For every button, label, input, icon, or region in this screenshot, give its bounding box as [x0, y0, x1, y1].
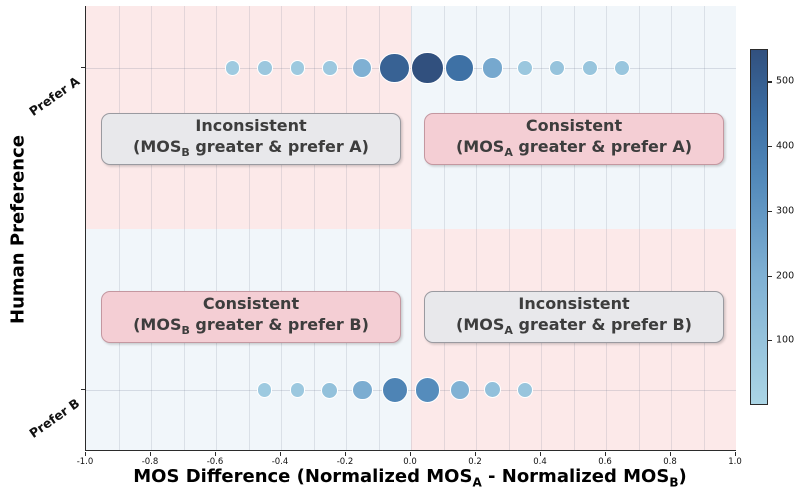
y-tick-label-prefer-b: Prefer B	[26, 395, 83, 441]
vertical-gridline	[476, 6, 477, 450]
x-tick-label: 0.0	[403, 457, 417, 467]
colorbar-tick-label: 200	[776, 270, 795, 281]
x-tick-mark	[150, 452, 152, 456]
data-bubble	[224, 60, 240, 76]
vertical-gridline	[411, 6, 412, 450]
vertical-gridline	[216, 6, 217, 450]
plot-area: Inconsistent (MOSB greater & prefer A) C…	[85, 6, 736, 451]
x-tick-mark	[215, 452, 217, 456]
data-bubble	[549, 59, 566, 77]
x-tick-mark	[410, 452, 412, 456]
colorbar-tick-mark	[768, 210, 772, 212]
colorbar-tick-label: 400	[776, 140, 795, 152]
data-bubble	[581, 60, 598, 77]
colorbar-tick-mark	[768, 275, 772, 277]
colorbar-tick-mark	[768, 146, 772, 148]
vertical-gridline	[118, 6, 120, 450]
data-bubble	[289, 60, 305, 76]
annotation-line2: (MOSB greater & prefer B)	[133, 314, 369, 338]
data-bubble	[352, 379, 373, 401]
data-bubble	[516, 60, 533, 76]
vertical-gridline	[703, 6, 705, 450]
annotation-inconsistent-bottom-right: Inconsistent (MOSA greater & prefer B)	[424, 291, 724, 343]
data-bubble	[481, 57, 503, 79]
x-tick-mark	[605, 452, 607, 456]
x-tick-label: -1.0	[76, 457, 94, 467]
x-tick-label: -0.2	[336, 457, 354, 467]
vertical-gridline	[638, 6, 640, 450]
vertical-gridline	[346, 6, 347, 450]
vertical-gridline	[606, 6, 607, 450]
data-bubble	[321, 381, 339, 399]
y-axis-title: Human Preference	[7, 135, 29, 324]
vertical-gridline	[151, 6, 152, 450]
x-tick-label: -0.6	[206, 457, 224, 467]
data-bubble	[352, 57, 373, 79]
x-tick-label: -0.4	[271, 457, 289, 467]
x-tick-mark	[280, 452, 282, 456]
data-bubble	[483, 381, 501, 399]
annotation-line1: Consistent	[525, 115, 623, 135]
annotation-line1: Consistent	[202, 293, 300, 313]
data-bubble	[257, 382, 273, 398]
vertical-gridline	[443, 6, 445, 450]
annotation-inconsistent-top-left: Inconsistent (MOSB greater & prefer A)	[101, 113, 401, 165]
vertical-gridline	[248, 6, 250, 450]
annotation-line2: (MOSA greater & prefer A)	[455, 136, 693, 160]
vertical-gridline	[541, 6, 542, 450]
data-bubble	[379, 52, 410, 84]
x-tick-label: 0.6	[598, 457, 612, 467]
x-tick-mark	[735, 452, 737, 456]
y-tick-mark-prefer-b	[81, 389, 85, 391]
vertical-gridline	[671, 6, 672, 450]
horizontal-gridline	[86, 390, 736, 391]
data-bubble	[414, 377, 440, 403]
vertical-gridline	[183, 6, 185, 450]
vertical-gridline	[573, 6, 575, 450]
y-tick-mark-prefer-a	[81, 67, 85, 69]
data-bubble	[289, 382, 305, 398]
colorbar-tick-label: 300	[776, 205, 795, 217]
x-tick-label: 0.2	[468, 457, 482, 467]
vertical-gridline	[281, 6, 282, 450]
x-axis-title: MOS Difference (Normalized MOSA - Normal…	[133, 466, 687, 490]
vertical-gridline	[378, 6, 380, 450]
data-bubble	[381, 376, 408, 404]
annotation-line2: (MOSB greater & prefer A)	[133, 136, 369, 160]
x-tick-mark	[345, 452, 347, 456]
x-tick-mark	[670, 452, 672, 456]
colorbar-tick-mark	[768, 340, 772, 342]
colorbar-tick-label: 500	[776, 75, 795, 87]
annotation-line1: Inconsistent	[518, 293, 630, 313]
data-bubble	[449, 380, 470, 400]
colorbar	[750, 49, 768, 405]
data-bubble	[516, 382, 533, 399]
annotation-line1: Inconsistent	[195, 115, 307, 135]
x-tick-label: 0.8	[663, 457, 677, 467]
vertical-gridline	[508, 6, 510, 450]
data-bubble	[445, 53, 475, 83]
x-tick-label: 1.0	[728, 457, 742, 467]
vertical-gridline	[313, 6, 315, 450]
annotation-consistent-bottom-left: Consistent (MOSB greater & prefer B)	[101, 291, 401, 343]
x-tick-label: -0.8	[141, 457, 159, 467]
annotation-line2: (MOSA greater & prefer B)	[456, 314, 692, 338]
x-tick-mark	[540, 452, 542, 456]
x-tick-mark	[475, 452, 477, 456]
data-bubble	[322, 60, 338, 76]
colorbar-tick-mark	[768, 81, 772, 83]
data-bubble	[614, 60, 631, 76]
annotation-consistent-top-right: Consistent (MOSA greater & prefer A)	[424, 113, 724, 165]
colorbar-tick-label: 100	[776, 334, 795, 346]
data-bubble	[410, 51, 444, 85]
x-tick-label: 0.4	[533, 457, 547, 467]
data-bubble	[256, 60, 273, 76]
x-tick-mark	[85, 452, 87, 456]
